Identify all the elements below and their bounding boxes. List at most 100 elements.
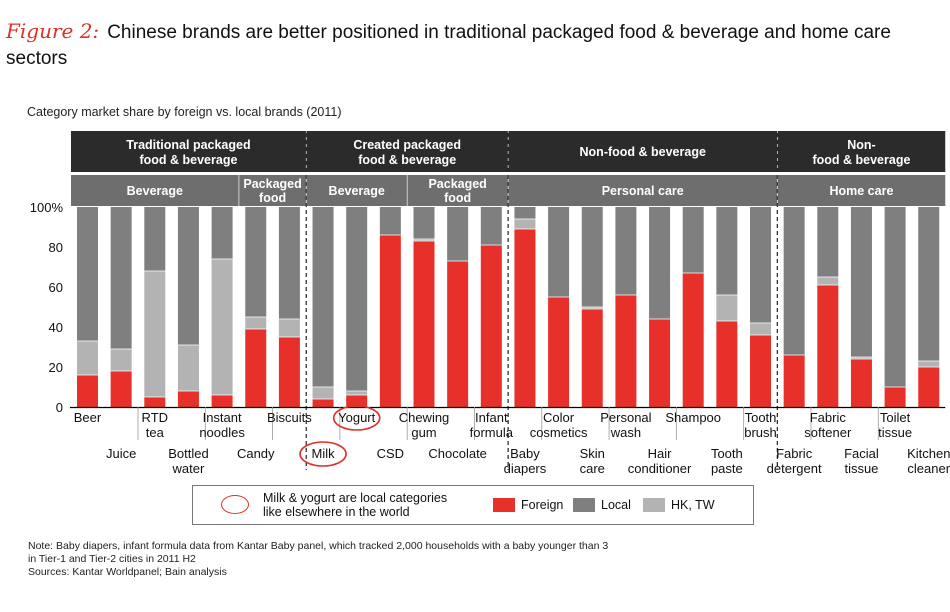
- subgroup-header-label: Personal care: [602, 184, 684, 198]
- group-header-label: food & beverage: [139, 153, 237, 167]
- bar-foreign: [615, 295, 637, 407]
- legend-box: Milk & yogurt are local categories like …: [192, 485, 754, 525]
- category-highlight-circle: [332, 405, 381, 431]
- bar-local: [413, 207, 435, 239]
- bar-foreign: [379, 235, 401, 407]
- subgroup-header-label: Beverage: [329, 184, 385, 198]
- bar-foreign: [245, 329, 267, 407]
- category-label: water: [172, 461, 205, 476]
- bar-foreign: [817, 285, 839, 407]
- category-highlight-circle: [299, 441, 347, 467]
- bar-local: [716, 207, 738, 295]
- bar-hktw: [144, 271, 166, 397]
- subgroup-header-bar: [306, 175, 407, 206]
- bar-foreign: [312, 399, 334, 407]
- bar-foreign: [783, 355, 805, 407]
- category-label: tea: [146, 425, 165, 440]
- category-label: Hair: [648, 446, 673, 461]
- category-label: CSD: [377, 446, 404, 461]
- category-label: gum: [411, 425, 436, 440]
- bar-foreign: [447, 261, 469, 407]
- category-label: Biscuits: [267, 410, 312, 425]
- category-label: wash: [610, 425, 641, 440]
- category-label: Yogurt: [338, 410, 375, 425]
- subgroup-header-bar: [407, 175, 508, 206]
- category-label: tissue: [844, 461, 878, 476]
- category-label: Fabric: [776, 446, 813, 461]
- bar-local: [177, 207, 199, 345]
- chart-notes: Note: Baby diapers, infant formula data …: [28, 540, 728, 579]
- bar-foreign: [514, 229, 536, 407]
- category-label: Skin: [580, 446, 605, 461]
- group-header-bar: [71, 131, 306, 172]
- bar-local: [480, 207, 502, 245]
- bar-hktw: [278, 319, 300, 337]
- bar-foreign: [918, 367, 940, 407]
- category-label: Color: [543, 410, 575, 425]
- bar-local: [514, 207, 536, 219]
- legend-local-label: Local: [601, 498, 631, 512]
- figure-number: Figure 2:: [6, 19, 100, 43]
- bar-hktw: [850, 357, 872, 359]
- bar-local: [211, 207, 233, 259]
- bar-foreign: [649, 319, 671, 407]
- bar-foreign: [750, 335, 771, 407]
- bar-local: [682, 207, 704, 273]
- category-label: detergent: [767, 461, 822, 476]
- category-label: Tooth: [745, 410, 777, 425]
- group-header-label: food & beverage: [812, 153, 910, 167]
- category-label: RTD: [142, 410, 168, 425]
- category-label: Shampoo: [665, 410, 721, 425]
- category-label: diapers: [504, 461, 547, 476]
- group-header-bar: [306, 131, 508, 172]
- category-label: conditioner: [628, 461, 692, 476]
- annotation-text: Milk & yogurt are local categories like …: [263, 491, 447, 519]
- annotation-circle-icon: [221, 495, 249, 514]
- legend-foreign: Foreign: [493, 498, 563, 512]
- subgroup-header-label: Packaged: [243, 177, 301, 191]
- bar-hktw: [514, 219, 536, 229]
- category-label: Beer: [74, 410, 102, 425]
- bar-hktw: [918, 361, 940, 367]
- chart-subtitle: Category market share by foreign vs. loc…: [27, 105, 342, 119]
- subgroup-header-bar: [777, 175, 946, 206]
- foreign-swatch-icon: [493, 498, 515, 512]
- group-header-label: Non-food & beverage: [580, 145, 706, 159]
- category-label: Candy: [237, 446, 275, 461]
- bar-foreign: [278, 337, 300, 407]
- bar-local: [783, 207, 805, 355]
- hktw-swatch-icon: [643, 498, 665, 512]
- bar-hktw: [177, 345, 199, 391]
- bar-local: [817, 207, 839, 277]
- subgroup-header-bar: [239, 175, 306, 206]
- bar-local: [615, 207, 637, 295]
- category-label: softener: [804, 425, 852, 440]
- y-tick-label: 60: [49, 280, 63, 295]
- bar-foreign: [682, 273, 704, 407]
- bar-foreign: [716, 321, 738, 407]
- group-header-label: Traditional packaged: [126, 138, 250, 152]
- category-label: Toilet: [880, 410, 911, 425]
- bar-hktw: [110, 349, 132, 371]
- y-tick-label: 100%: [30, 200, 64, 215]
- bar-local: [110, 207, 132, 349]
- y-tick-label: 0: [56, 400, 63, 415]
- bar-local: [884, 207, 906, 387]
- category-label: Instant: [203, 410, 242, 425]
- subgroup-header-label: Packaged: [428, 177, 486, 191]
- group-header-label: Created packaged: [353, 138, 461, 152]
- subgroup-header-label: food: [259, 191, 286, 205]
- bar-local: [447, 207, 469, 261]
- bar-hktw: [581, 307, 603, 309]
- category-label: Facial: [844, 446, 879, 461]
- bar-local: [850, 207, 872, 357]
- legend-hktw-label: HK, TW: [671, 498, 715, 512]
- subgroup-header-label: Home care: [829, 184, 893, 198]
- bar-local: [144, 207, 166, 271]
- y-tick-label: 40: [49, 320, 63, 335]
- category-label: noodles: [199, 425, 245, 440]
- legend-local: Local: [573, 498, 631, 512]
- category-label: Chocolate: [428, 446, 487, 461]
- category-label: paste: [711, 461, 743, 476]
- legend-foreign-label: Foreign: [521, 498, 564, 512]
